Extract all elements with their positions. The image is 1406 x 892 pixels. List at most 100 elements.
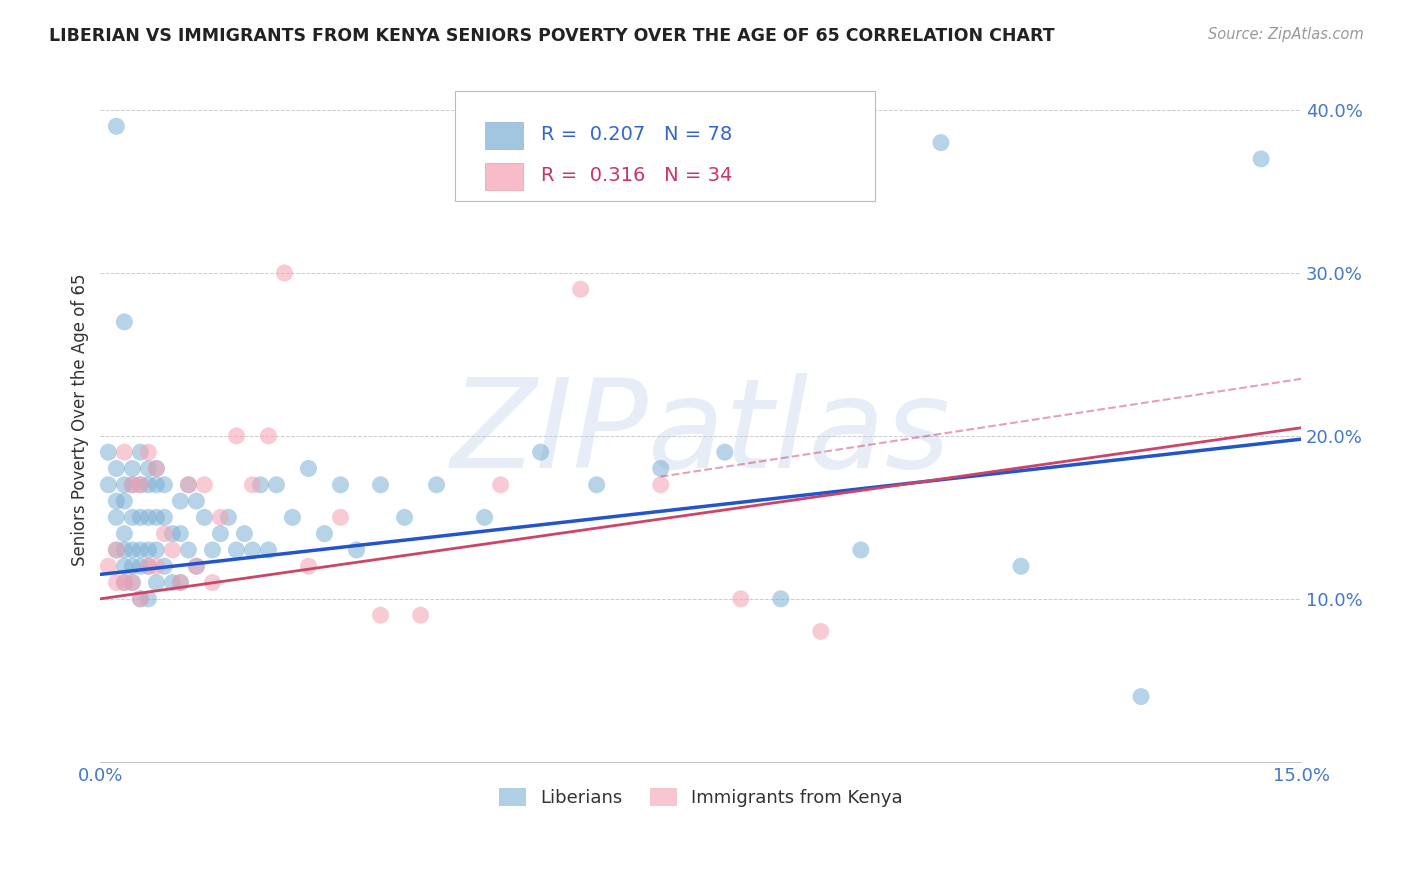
Point bbox=[370, 608, 392, 623]
Point bbox=[186, 494, 208, 508]
Point bbox=[112, 445, 135, 459]
Point bbox=[138, 559, 160, 574]
Point bbox=[105, 120, 128, 134]
Point bbox=[225, 543, 247, 558]
Point bbox=[162, 526, 184, 541]
Point bbox=[426, 477, 449, 491]
Point bbox=[474, 510, 496, 524]
Point bbox=[242, 543, 264, 558]
Point bbox=[121, 477, 143, 491]
Point bbox=[346, 543, 368, 558]
Point bbox=[186, 559, 208, 574]
Point bbox=[138, 510, 160, 524]
Text: Source: ZipAtlas.com: Source: ZipAtlas.com bbox=[1208, 27, 1364, 42]
Point bbox=[394, 510, 416, 524]
Point bbox=[105, 510, 128, 524]
Point bbox=[209, 526, 232, 541]
Point bbox=[138, 461, 160, 475]
Point bbox=[929, 136, 952, 150]
Point bbox=[105, 461, 128, 475]
Point bbox=[1130, 690, 1153, 704]
Point bbox=[97, 445, 120, 459]
Point bbox=[129, 510, 152, 524]
FancyBboxPatch shape bbox=[485, 163, 523, 190]
Point bbox=[281, 510, 304, 524]
Point bbox=[121, 559, 143, 574]
Point bbox=[1010, 559, 1032, 574]
Point bbox=[370, 477, 392, 491]
Point bbox=[162, 575, 184, 590]
Point bbox=[489, 477, 512, 491]
Point bbox=[105, 543, 128, 558]
Point bbox=[112, 494, 135, 508]
Point bbox=[162, 543, 184, 558]
Point bbox=[121, 510, 143, 524]
Point bbox=[233, 526, 256, 541]
Point bbox=[713, 445, 735, 459]
Y-axis label: Seniors Poverty Over the Age of 65: Seniors Poverty Over the Age of 65 bbox=[72, 273, 89, 566]
Point bbox=[138, 543, 160, 558]
Text: R =  0.207   N = 78: R = 0.207 N = 78 bbox=[541, 125, 733, 144]
Point bbox=[186, 559, 208, 574]
Point bbox=[169, 575, 191, 590]
Point bbox=[112, 575, 135, 590]
Point bbox=[112, 477, 135, 491]
Point bbox=[273, 266, 295, 280]
Point bbox=[242, 477, 264, 491]
Point bbox=[585, 477, 607, 491]
Point bbox=[145, 510, 167, 524]
Point bbox=[193, 477, 215, 491]
Point bbox=[97, 477, 120, 491]
Point bbox=[177, 477, 200, 491]
Point bbox=[105, 575, 128, 590]
Point bbox=[97, 559, 120, 574]
Point bbox=[153, 510, 176, 524]
Point bbox=[169, 494, 191, 508]
Point bbox=[145, 461, 167, 475]
Point bbox=[257, 429, 280, 443]
Point bbox=[769, 591, 792, 606]
Point bbox=[225, 429, 247, 443]
Point bbox=[849, 543, 872, 558]
Point bbox=[650, 477, 672, 491]
Point bbox=[129, 477, 152, 491]
Point bbox=[409, 608, 432, 623]
Point bbox=[138, 559, 160, 574]
Point bbox=[201, 543, 224, 558]
FancyBboxPatch shape bbox=[485, 122, 523, 149]
Point bbox=[217, 510, 239, 524]
Text: R =  0.316   N = 34: R = 0.316 N = 34 bbox=[541, 166, 733, 185]
Point bbox=[530, 445, 553, 459]
Point bbox=[105, 543, 128, 558]
Point bbox=[169, 575, 191, 590]
Point bbox=[121, 575, 143, 590]
Point bbox=[266, 477, 288, 491]
Point bbox=[145, 461, 167, 475]
Point bbox=[121, 461, 143, 475]
Point bbox=[112, 526, 135, 541]
Point bbox=[112, 559, 135, 574]
Point bbox=[193, 510, 215, 524]
Point bbox=[145, 575, 167, 590]
Point bbox=[169, 526, 191, 541]
Point bbox=[209, 510, 232, 524]
Point bbox=[138, 591, 160, 606]
Point bbox=[314, 526, 336, 541]
Point bbox=[329, 477, 352, 491]
Point bbox=[121, 543, 143, 558]
Point bbox=[153, 477, 176, 491]
Point bbox=[112, 543, 135, 558]
Point bbox=[1250, 152, 1272, 166]
Point bbox=[177, 477, 200, 491]
Point bbox=[112, 315, 135, 329]
Point bbox=[129, 477, 152, 491]
Point bbox=[810, 624, 832, 639]
Point bbox=[129, 445, 152, 459]
Point bbox=[129, 559, 152, 574]
Point bbox=[112, 575, 135, 590]
Point bbox=[145, 477, 167, 491]
Point bbox=[121, 477, 143, 491]
Point bbox=[105, 494, 128, 508]
Point bbox=[329, 510, 352, 524]
Point bbox=[650, 461, 672, 475]
